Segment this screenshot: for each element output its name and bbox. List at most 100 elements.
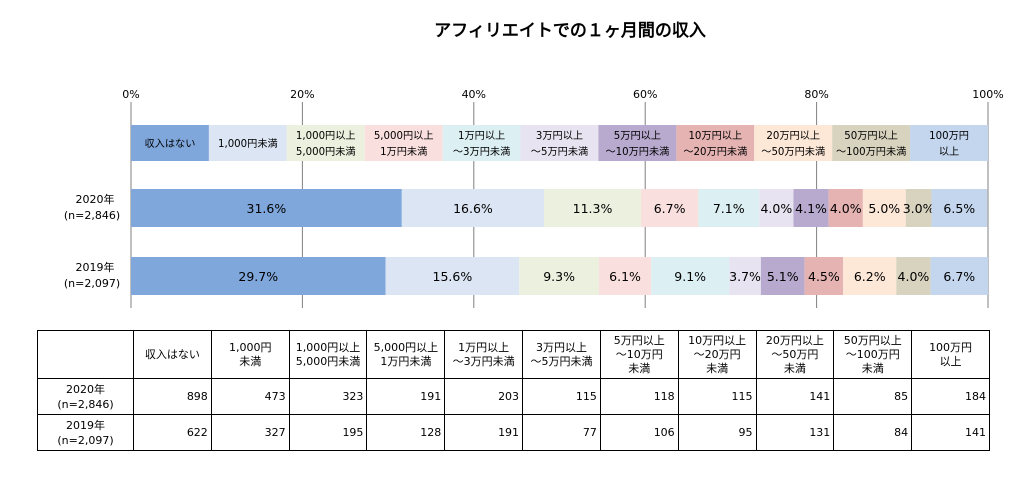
legend-label: 1万円未満: [380, 146, 427, 158]
bar-segment: [804, 257, 844, 295]
legend-label: 5万円以上: [614, 130, 661, 142]
legend-label: 収入はない: [144, 138, 195, 150]
x-tick-label: 80%: [804, 88, 828, 101]
bars: 31.6% 16.6% 11.3% 6.7% 7.1% 4.0% 4.1% 4.0% 5.0% 3…: [131, 189, 988, 295]
category-label: 2020年: [76, 192, 115, 206]
table-header-text: 10万円以上: [688, 333, 747, 347]
x-tick-label: 20%: [290, 88, 314, 101]
legend-label: ～50万円未満: [761, 146, 825, 158]
bar-data-label: 6.1%: [609, 269, 641, 284]
legend-label: ～10万円未満: [605, 146, 669, 158]
table-header-text: ～10万円: [615, 347, 663, 361]
table-cell: 141: [755, 378, 835, 415]
bar-segment: [759, 189, 794, 227]
table-row-header: 2020年 (n=2,846): [37, 378, 134, 415]
bar-data-label: 6.2%: [854, 269, 886, 284]
table-header-cell: 50万円以上 ～100万円 未満: [833, 330, 913, 379]
legend-label: 1,000円未満: [218, 138, 278, 150]
x-tick-label: 40%: [462, 88, 486, 101]
bar-data-label: 29.7%: [238, 269, 278, 284]
table-cell: 115: [677, 378, 757, 415]
legend-label: 5,000円以上: [374, 130, 434, 142]
table-cell: 327: [210, 414, 290, 451]
category-labels: 2020年 (n=2,846) 2019年 (n=2,097): [64, 192, 120, 290]
bar-segment: [930, 257, 988, 295]
table-cell: 141: [911, 414, 990, 451]
table-cell: 184: [911, 378, 990, 415]
legend-swatch: [832, 125, 911, 161]
bar-segment: [385, 257, 520, 295]
bar-data-label: 11.3%: [573, 201, 613, 216]
table-header-text: 5万円以上: [613, 333, 665, 347]
bar-data-label: 15.6%: [433, 269, 473, 284]
legend-label: 5,000円未満: [296, 146, 356, 158]
bar-data-label: 31.6%: [247, 201, 287, 216]
bar-segment: [793, 189, 829, 227]
table-header-text: ～5万円未満: [530, 354, 593, 368]
table-header-text: 5,000円以上: [373, 340, 439, 354]
legend-label: ～5万円未満: [531, 146, 588, 158]
table-header-text: 未満: [628, 361, 651, 375]
table-header-cell: 収入はない: [133, 330, 212, 379]
table-row-header-text: (n=2,846): [57, 397, 114, 411]
table-cell: 191: [444, 414, 524, 451]
bar-segment: [698, 189, 760, 227]
bar-segment: [640, 189, 699, 227]
bar-data-label: 4.1%: [795, 201, 827, 216]
table-cell: 128: [366, 414, 446, 451]
table-header-text: 1万円未満: [380, 354, 432, 368]
legend-swatch: [442, 125, 521, 161]
table-cell: 84: [833, 414, 913, 451]
bar-data-label: 5.1%: [767, 269, 799, 284]
table-row-header-text: (n=2,097): [57, 433, 114, 447]
legend-swatch: [364, 125, 443, 161]
table-header-text: 1,000円以上: [295, 340, 361, 354]
legend-label: 100万円: [929, 131, 969, 142]
bar-segment: [729, 257, 761, 295]
table-header-text: ～3万円未満: [452, 354, 515, 368]
table-cell: 323: [288, 378, 368, 415]
bar-segment: [131, 257, 386, 295]
table-cell: 898: [133, 378, 212, 415]
bar-data-label: 4.0%: [830, 201, 862, 216]
legend-label: 20万円以上: [766, 130, 820, 142]
table-header-text: 5,000円未満: [295, 354, 361, 368]
table-header-cell: 10万円以上 ～20万円 未満: [677, 330, 757, 379]
table-header-cell: 3万円以上 ～5万円未満: [522, 330, 601, 379]
legend-swatch: [208, 125, 287, 161]
table-header-text: 未満: [706, 361, 729, 375]
table-row: 2020年 (n=2,846) 898 473 323 191 203 115 118 115 14…: [37, 378, 990, 415]
bar-segment: [131, 189, 402, 227]
table-header-text: 未満: [239, 354, 262, 368]
table-header-text: 以上: [939, 354, 962, 368]
table-header-text: 3万円以上: [535, 340, 587, 354]
table-header-text: ～100万円: [845, 347, 900, 361]
stacked-bar-chart: 0% 20% 40% 60% 80% 100% 収入はない 1,000円未満 1,000円以上…: [64, 88, 1004, 308]
table-cell: 85: [833, 378, 913, 415]
table-corner-cell: [37, 330, 134, 379]
table-cell: 106: [599, 414, 679, 451]
table-cell: 622: [133, 414, 212, 451]
table-header-text: 100万円: [929, 340, 973, 354]
table-header-cell: 1,000円 未満: [210, 330, 290, 379]
table-row-header-text: 2019年: [66, 418, 105, 432]
bar-segment: [896, 257, 931, 295]
bar-segment: [519, 257, 599, 295]
legend-swatch: [598, 125, 677, 161]
bar-data-label: 4.0%: [760, 201, 792, 216]
table-header-cell: 1,000円以上 5,000円未満: [288, 330, 368, 379]
table-header-cell: 5万円以上 ～10万円 未満: [599, 330, 679, 379]
table-cell: 195: [288, 414, 368, 451]
bar-segment: [760, 257, 805, 295]
table-cell: 77: [522, 414, 601, 451]
table-row-header-text: 2020年: [66, 382, 105, 396]
legend-swatch: [286, 125, 365, 161]
table-row: 2019年 (n=2,097) 622 327 195 128 191 77 106 95 131 8…: [37, 414, 990, 451]
table-header-text: 20万円以上: [765, 333, 824, 347]
legend-label: ～3万円未満: [453, 146, 510, 158]
bar-data-label: 3.7%: [729, 269, 761, 284]
bar-data-label: 9.1%: [674, 269, 706, 284]
bar-segment: [905, 189, 932, 227]
table-header-row: 収入はない 1,000円 未満 1,000円以上 5,000円未満 5,000円以上 1万円…: [37, 330, 990, 379]
table-cell: 203: [444, 378, 524, 415]
